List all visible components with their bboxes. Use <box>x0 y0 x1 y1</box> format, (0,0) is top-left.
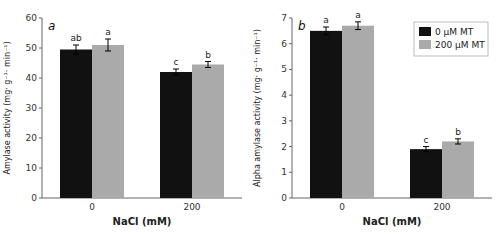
significance-letter: a <box>105 27 111 37</box>
bar <box>310 31 342 198</box>
legend-swatch <box>419 27 431 36</box>
y-tick-label: 60 <box>26 13 38 23</box>
y-tick-label: 6 <box>281 39 287 49</box>
error-bar <box>455 139 461 144</box>
x-tick-label: 0 <box>89 202 95 212</box>
bar <box>410 149 442 198</box>
y-label: Alpha amylase activity (mg· g⁻¹· min⁻¹) <box>253 29 262 187</box>
legend-label: 200 μM MT <box>435 40 485 50</box>
y-tick-label: 0 <box>31 193 37 203</box>
x-label: NaCl (mM) <box>363 216 422 227</box>
error-bar <box>355 22 361 30</box>
y-axis <box>292 18 293 198</box>
y-tick-label: 2 <box>281 142 287 152</box>
significance-letter: b <box>205 50 211 60</box>
y-tick-label: 20 <box>26 133 38 143</box>
panel: 01020304050600200abcabaNaCl (mM)Amylase … <box>3 13 242 227</box>
bars <box>60 39 224 198</box>
panel-label: b <box>298 19 306 33</box>
error-bar <box>323 27 329 35</box>
y-tick-label: 4 <box>281 90 287 100</box>
error-bar <box>423 147 429 152</box>
figure: 01020304050600200abcabaNaCl (mM)Amylase … <box>0 0 500 234</box>
panel-label: a <box>48 19 55 33</box>
y-tick-label: 30 <box>26 103 38 113</box>
x-tick-label: 200 <box>433 202 450 212</box>
x-tick-label: 0 <box>339 202 345 212</box>
bar <box>192 65 224 199</box>
y-tick-label: 10 <box>26 163 38 173</box>
bar <box>92 45 124 198</box>
y-tick-label: 40 <box>26 73 38 83</box>
significance-letter: a <box>355 10 361 20</box>
y-tick-label: 3 <box>281 116 287 126</box>
legend-swatch <box>419 40 431 49</box>
bar <box>60 50 92 199</box>
legend: 0 μM MT 200 μM MT <box>414 22 488 56</box>
panel: 0 1 2 3 4 5 6 7 0 200 a c a b b NaCl (mM) Alpha amylase … <box>253 10 492 227</box>
significance-letter: c <box>424 135 429 145</box>
x-label: NaCl (mM) <box>113 216 172 227</box>
legend-label: 0 μM MT <box>435 27 474 37</box>
significance-letter: ab <box>70 33 82 43</box>
y-label: Amylase activity (mg· g⁻¹· min⁻¹) <box>3 41 12 174</box>
error-bar <box>173 69 179 75</box>
y-tick-label: 7 <box>281 13 287 23</box>
error-bar <box>105 39 111 51</box>
y-tick-label: 5 <box>281 64 287 74</box>
y-tick-label: 1 <box>281 167 287 177</box>
bar <box>442 141 474 198</box>
letters: abcab <box>70 27 211 67</box>
legend-box <box>414 22 488 56</box>
significance-letter: c <box>174 57 179 67</box>
error-bar <box>205 62 211 68</box>
error-bar <box>73 45 79 54</box>
significance-letter: a <box>323 15 329 25</box>
y-tick-label: 0 <box>281 193 287 203</box>
bar <box>160 72 192 198</box>
y-tick-label: 50 <box>26 43 38 53</box>
x-tick-label: 200 <box>183 202 200 212</box>
y-axis <box>42 18 43 198</box>
significance-letter: b <box>455 127 461 137</box>
bar <box>342 26 374 198</box>
